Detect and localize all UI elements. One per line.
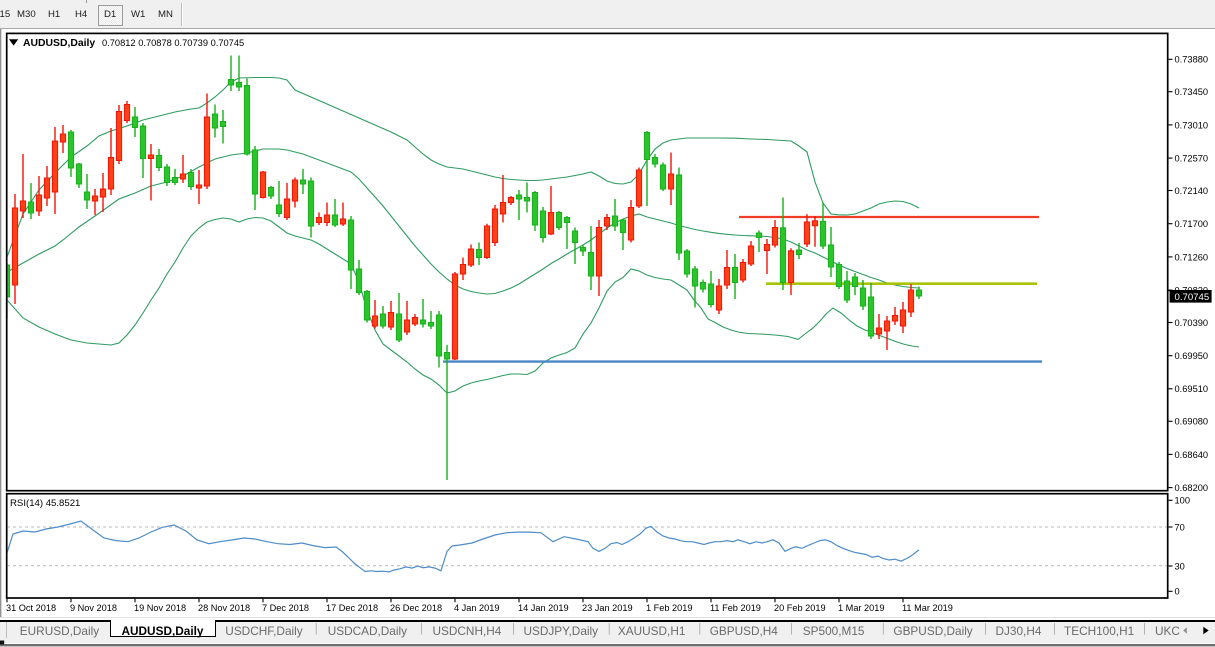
svg-text:7 Dec 2018: 7 Dec 2018	[262, 603, 309, 613]
svg-text:14 Jan 2019: 14 Jan 2019	[518, 603, 569, 613]
svg-text:26 Dec 2018: 26 Dec 2018	[390, 603, 442, 613]
svg-text:4 Jan 2019: 4 Jan 2019	[454, 603, 499, 613]
svg-text:100: 100	[1175, 496, 1191, 506]
svg-text:1 Mar 2019: 1 Mar 2019	[838, 603, 884, 613]
svg-text:0.68200: 0.68200	[1175, 483, 1209, 493]
svg-text:0.72570: 0.72570	[1175, 154, 1209, 164]
svg-text:70: 70	[1175, 522, 1185, 532]
svg-text:11 Feb 2019: 11 Feb 2019	[710, 603, 761, 613]
svg-text:0.70745: 0.70745	[1175, 292, 1210, 303]
svg-text:17 Dec 2018: 17 Dec 2018	[326, 603, 378, 613]
svg-text:20 Feb 2019: 20 Feb 2019	[774, 603, 826, 613]
svg-text:23 Jan 2019: 23 Jan 2019	[582, 603, 633, 613]
svg-text:19 Nov 2018: 19 Nov 2018	[134, 603, 186, 613]
svg-text:0.69950: 0.69950	[1175, 351, 1209, 361]
svg-text:AUDUSD,Daily: AUDUSD,Daily	[23, 38, 95, 49]
svg-text:0.69080: 0.69080	[1175, 417, 1209, 427]
svg-text:0.71700: 0.71700	[1175, 219, 1209, 229]
svg-text:30: 30	[1175, 561, 1185, 571]
svg-text:9 Nov 2018: 9 Nov 2018	[70, 603, 117, 613]
svg-text:0.73450: 0.73450	[1175, 87, 1209, 97]
svg-text:0.70390: 0.70390	[1175, 318, 1209, 328]
svg-text:0: 0	[1175, 587, 1180, 597]
svg-text:0.73880: 0.73880	[1175, 55, 1209, 65]
svg-text:31 Oct 2018: 31 Oct 2018	[6, 603, 56, 613]
svg-text:0.73010: 0.73010	[1175, 120, 1209, 130]
svg-text:0.70812 0.70878 0.70739 0.7074: 0.70812 0.70878 0.70739 0.70745	[102, 38, 244, 48]
svg-text:1 Feb 2019: 1 Feb 2019	[646, 603, 693, 613]
svg-text:0.71260: 0.71260	[1175, 252, 1209, 262]
svg-text:0.69510: 0.69510	[1175, 384, 1209, 394]
svg-text:11 Mar 2019: 11 Mar 2019	[902, 603, 953, 613]
svg-text:RSI(14) 45.8521: RSI(14) 45.8521	[10, 498, 80, 509]
svg-text:0.68640: 0.68640	[1175, 450, 1209, 460]
svg-text:28 Nov 2018: 28 Nov 2018	[198, 603, 250, 613]
svg-text:0.72140: 0.72140	[1175, 186, 1209, 196]
